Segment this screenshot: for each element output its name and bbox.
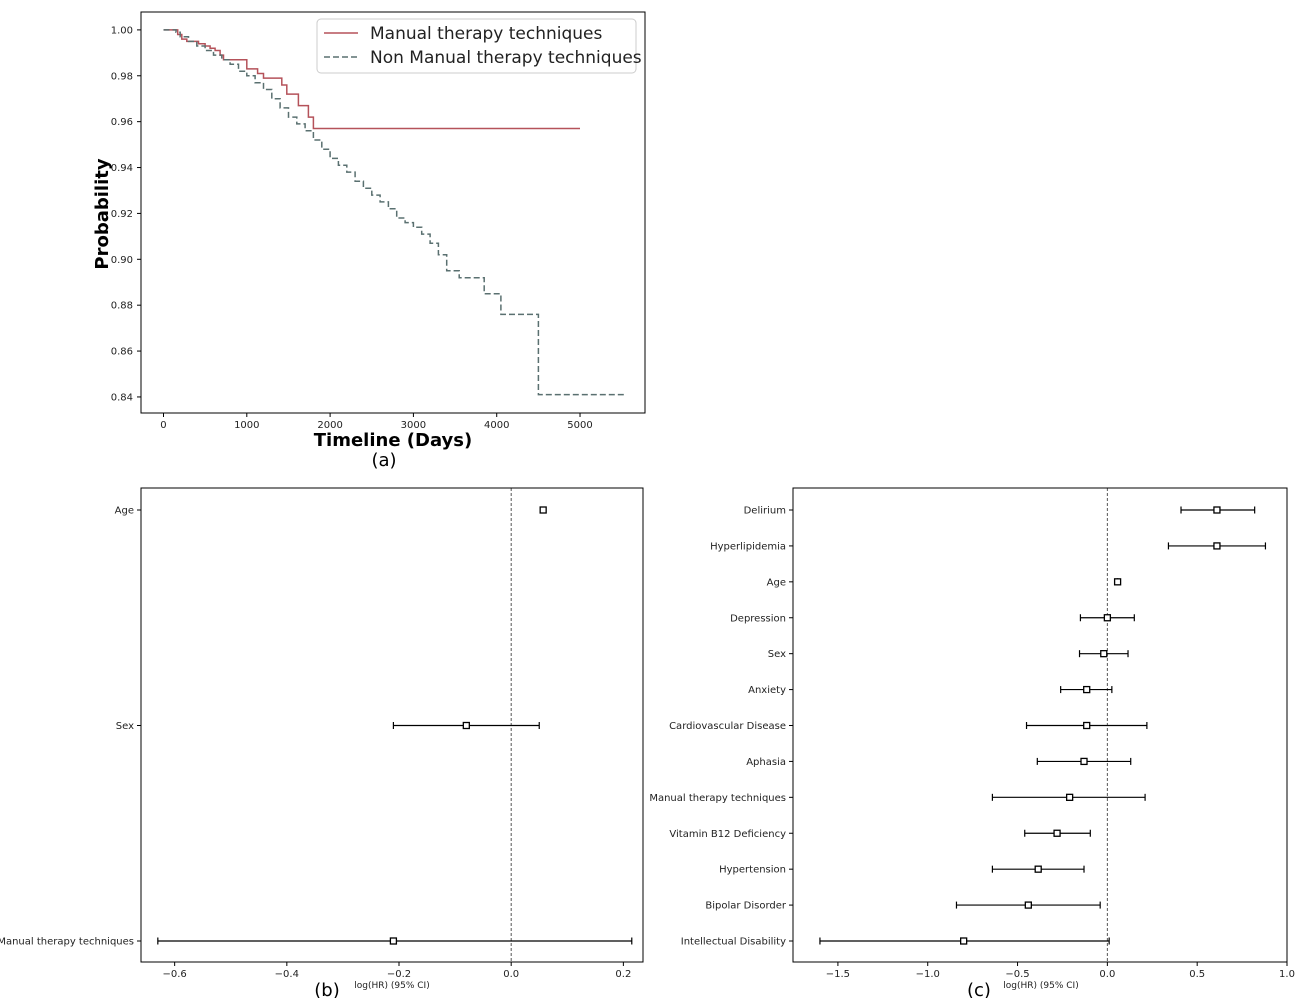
row-label: Hyperlipidemia: [710, 541, 786, 552]
row-label: Manual therapy techniques: [649, 793, 786, 804]
km-y-tick-label: 0.96: [111, 117, 133, 128]
km-y-tick-label: 0.84: [111, 392, 133, 403]
row-label: Depression: [730, 613, 786, 624]
km-y-tick-label: 0.88: [111, 301, 133, 312]
forest-c-row-labels: Delirium Hyperlipidemia Age Depression Sex An…: [649, 506, 793, 948]
row-label: Aphasia: [746, 757, 786, 768]
km-legend: Manual therapy techniques Non Manual the…: [316, 18, 642, 74]
point-estimate-marker: [1065, 793, 1074, 801]
km-y-tick-label: 0.98: [111, 71, 133, 82]
x-tick-label: −0.6: [163, 969, 187, 980]
point-estimate-marker: [1053, 829, 1061, 837]
row-label: Age: [115, 506, 134, 517]
km-y-tick-label: 1.00: [111, 25, 133, 36]
km-plot-area: [163, 29, 626, 396]
point-estimate-marker: [1113, 578, 1122, 586]
row-label: Vitamin B12 Deficiency: [669, 829, 786, 840]
point-estimate-marker: [1213, 542, 1221, 550]
x-tick-label: −1.5: [826, 969, 850, 980]
forest-b-x-ticks: −0.6 −0.4 −0.2 0.0 0.2: [163, 962, 631, 980]
row-label: Intellectual Disability: [681, 937, 786, 948]
km-plot-panel: 0 1000 2000 3000 4000 5000 0.840.860.880.900.…: [92, 11, 646, 471]
point-estimate-marker: [1083, 721, 1091, 730]
x-tick-label: −1.0: [916, 969, 940, 980]
row-label: Sex: [116, 721, 134, 732]
km-y-tick-label: 0.90: [111, 255, 133, 266]
row-label: Manual therapy techniques: [0, 937, 134, 948]
row-label: Bipolar Disorder: [705, 901, 787, 912]
km-x-tick-label: 3000: [401, 420, 426, 431]
row-label: Hypertension: [719, 865, 786, 876]
point-estimate-marker: [1103, 614, 1112, 622]
point-estimate-marker: [960, 937, 968, 945]
km-plot-frame: [140, 11, 646, 414]
forest-plot-c-panel: −1.5 −1.0 −0.5 0.0 0.5 1.0 Delirium Hyperlipid…: [649, 487, 1295, 998]
forest-plot-b-area: [157, 488, 633, 962]
forest-c-x-ticks: −1.5 −1.0 −0.5 0.0 0.5 1.0: [826, 962, 1295, 980]
forest-plot-c-area: [819, 488, 1267, 962]
forest-c-x-axis-label: log(HR) (95% CI): [1003, 981, 1078, 991]
row-label: Cardiovascular Disease: [669, 721, 786, 732]
km-y-tick-label: 0.94: [111, 163, 133, 174]
row-label: Anxiety: [748, 685, 786, 696]
km-curve-non-manual: [163, 29, 626, 396]
km-x-tick-label: 2000: [317, 420, 342, 431]
caption-b: (b): [314, 980, 339, 998]
forest-b-x-axis-label: log(HR) (95% CI): [354, 981, 429, 991]
point-estimate-marker: [1083, 685, 1091, 694]
point-estimate-marker: [1100, 650, 1108, 658]
caption-c: (c): [967, 980, 991, 998]
x-tick-label: −0.4: [275, 969, 299, 980]
x-tick-label: 1.0: [1279, 969, 1295, 980]
km-x-tick-label: 5000: [567, 420, 592, 431]
x-tick-label: 0.5: [1189, 969, 1205, 980]
km-legend-label-manual: Manual therapy techniques: [370, 24, 603, 44]
km-legend-box: [316, 18, 637, 74]
km-x-axis-label: Timeline (Days): [314, 430, 472, 451]
x-tick-label: 0.0: [1099, 969, 1115, 980]
km-curve-manual: [163, 29, 580, 130]
km-y-ticks: 0.84 0.86 0.88 0.90 0.92 0.94 0.96 0.98 1.00: [111, 25, 141, 403]
x-tick-label: 0.0: [503, 969, 519, 980]
point-estimate-marker: [1034, 865, 1042, 873]
point-estimate-marker: [539, 506, 547, 514]
forest-plot-b-frame: [140, 487, 644, 963]
km-x-tick-label: 4000: [484, 420, 509, 431]
km-y-tick-label: 0.86: [111, 347, 133, 358]
x-tick-label: 0.2: [615, 969, 631, 980]
km-x-tick-label: 0: [160, 420, 166, 431]
x-tick-label: −0.2: [387, 969, 411, 980]
x-tick-label: −0.5: [1005, 969, 1029, 980]
caption-a: (a): [371, 450, 396, 471]
km-x-ticks: 0 1000 2000 3000 4000 5000: [160, 413, 593, 431]
km-y-tick-label: 0.92: [111, 209, 133, 220]
km-x-tick-label: 1000: [234, 420, 259, 431]
point-estimate-marker: [389, 937, 398, 945]
row-label: Sex: [768, 649, 786, 660]
row-label: Age: [767, 577, 786, 588]
km-y-axis-label: Probability: [92, 158, 113, 269]
point-estimate-marker: [1024, 901, 1032, 909]
forest-b-row-labels: Age Sex Manual therapy techniques: [0, 506, 141, 948]
point-estimate-marker: [462, 721, 470, 730]
row-label: Delirium: [744, 506, 786, 517]
point-estimate-marker: [1213, 506, 1221, 514]
km-legend-label-non-manual: Non Manual therapy techniques: [370, 48, 642, 68]
point-estimate-marker: [1080, 757, 1088, 766]
forest-plot-b-panel: −0.6 −0.4 −0.2 0.0 0.2 Age Sex Manual therapy …: [0, 487, 644, 998]
